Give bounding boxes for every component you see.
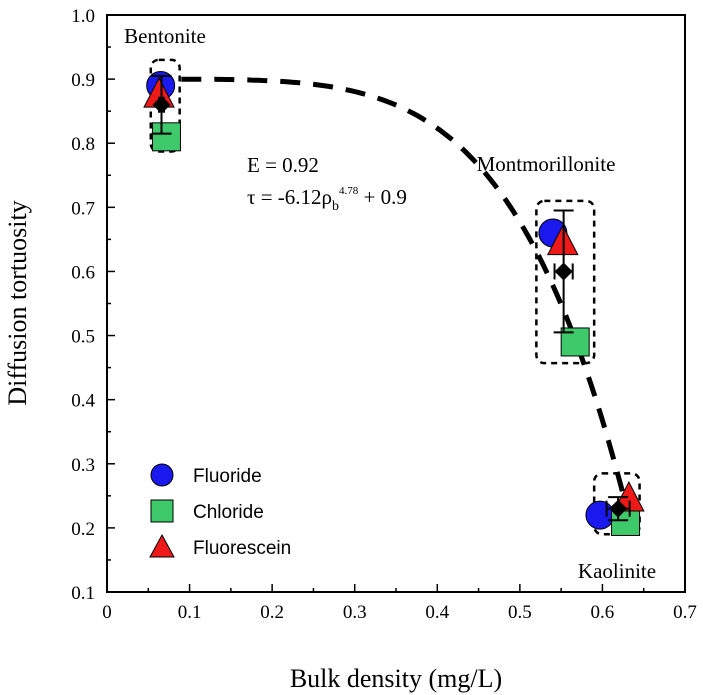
group-box [535, 199, 596, 365]
x-tick-label: 0.3 [343, 602, 367, 623]
legend-fluorescein-marker [149, 533, 175, 558]
y-axis-title: Diffusion tortuosity [3, 200, 32, 405]
mean-diamond [609, 499, 628, 518]
y-tick-label: 0.2 [71, 519, 95, 540]
x-tick-label: 0.4 [425, 602, 449, 623]
equation-subscript: b [332, 199, 339, 214]
x-tick-label: 0.2 [260, 602, 284, 623]
legend-fluoride-marker [150, 463, 174, 487]
axes-layer: 0 0.1 0.2 0.3 0.4 0.5 0.6 0.7 0.1 0.2 0.3 0.4 0.5 0.6… [71, 6, 697, 623]
efficiency-annotation: E = 0.92 [247, 153, 319, 177]
y-tick-label: 0.4 [71, 391, 95, 412]
y-tick-label: 0.5 [71, 327, 95, 348]
legend-chloride-label: Chloride [193, 502, 264, 523]
label-bentonite: Bentonite [124, 24, 206, 48]
y-tick-label: 0.7 [71, 198, 95, 219]
fit-curve [181, 76, 627, 498]
x-tick-label: 0.6 [591, 602, 615, 623]
x-tick-label: 0.5 [508, 602, 532, 623]
y-tick-label: 0.1 [71, 583, 95, 604]
x-tick-label: 0.1 [178, 602, 202, 623]
mean-diamond [554, 262, 573, 281]
label-kaolinite: Kaolinite [578, 559, 656, 583]
legend-chloride-marker [150, 499, 174, 523]
legend: Fluoride Chloride Fluorescein [149, 463, 291, 559]
equation-prefix: τ = -6.12ρ [247, 185, 332, 209]
label-montmorillonite: Montmorillonite [477, 152, 616, 176]
fit-curve-layer [181, 76, 627, 498]
x-tick-label: 0.7 [673, 602, 697, 623]
x-axis-title: Bulk density (mg/L) [290, 664, 502, 693]
y-tick-label: 0.3 [71, 455, 95, 476]
x-tick-label: 0 [102, 602, 112, 623]
fluoride-point [585, 500, 615, 530]
legend-fluorescein-label: Fluorescein [193, 538, 291, 559]
y-tick-label: 0.9 [71, 70, 95, 91]
y-tick-label: 1.0 [71, 6, 95, 27]
mean-points-layer [151, 74, 631, 522]
y-tick-label: 0.8 [71, 134, 95, 155]
chloride-point [151, 122, 181, 152]
y-tick-label: 0.6 [71, 262, 95, 283]
equation-suffix: + 0.9 [358, 185, 407, 209]
mean-diamond [152, 95, 171, 114]
legend-fluoride-label: Fluoride [193, 466, 262, 487]
equation-superscript: 4.78 [339, 185, 359, 197]
equation-annotation: τ = -6.12ρb4.78 + 0.9 [247, 185, 407, 214]
group-boxes [149, 58, 641, 536]
